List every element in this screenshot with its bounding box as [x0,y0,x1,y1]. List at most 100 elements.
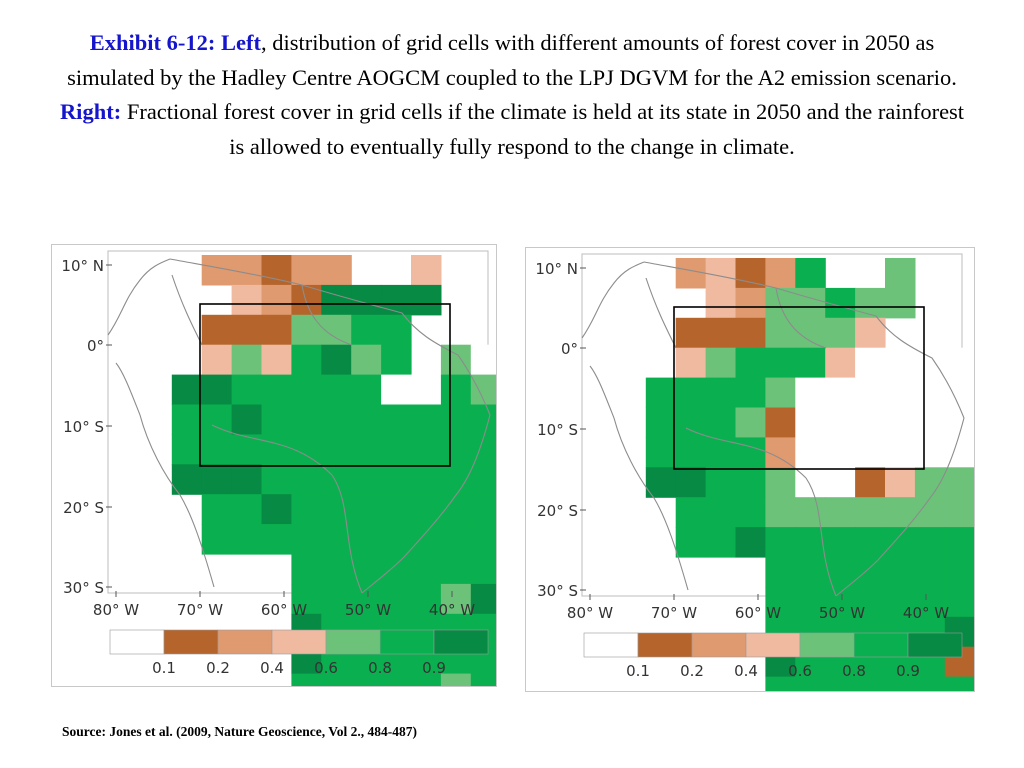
grid-cell [825,347,856,379]
legend-tick-label: 0.4 [734,662,758,680]
grid-cell [765,467,796,498]
grid-cell [765,437,796,468]
legend-swatch [217,629,273,655]
grid-cell [351,314,382,346]
grid-cell [381,344,412,376]
grid-cell [261,344,292,376]
grid-cell [351,554,382,585]
caption-right-label: Right: [59,99,122,124]
grid-cell [825,676,856,691]
grid-cell [795,407,826,438]
legend-swatch [325,629,381,655]
grid-cell [201,255,233,286]
legend-swatch [583,632,639,658]
lon-tick-label: 60° W [735,604,781,622]
grid-cell [645,467,677,498]
grid-cell [351,434,382,465]
coastline [361,414,491,594]
grid-cell [705,258,737,289]
study-region-box [199,303,451,467]
grid-cell [645,377,677,409]
grid-cell [411,554,442,585]
grid-cell [914,347,946,379]
grid-cell [885,437,916,468]
legend-tick-label: 0.2 [206,659,230,677]
grid-cell [381,374,412,406]
legend-tick-label: 0.1 [626,662,650,680]
legend-swatch [379,629,435,655]
grid-cell [381,404,412,435]
map-panel-right: 10° N 0° 10° S 20° S 30° S 80° W 70° W 60° W 50°… [525,247,975,692]
grid-cell [885,258,916,289]
grid-cell [291,374,322,406]
grid-cell [765,287,796,319]
figure-caption: Exhibit 6-12: Left, distribution of grid… [50,26,974,164]
grid-cell [825,557,856,588]
grid-cell [291,434,322,465]
lon-tick-label: 50° W [345,601,391,619]
grid-cell [885,407,916,438]
grid-cell [914,527,946,558]
lon-tick-label: 80° W [567,604,613,622]
grid-cell [855,676,886,691]
grid-cell [261,524,292,555]
coastline [581,261,645,339]
grid-cell [411,673,442,686]
grid-cell [675,258,707,289]
legend: 0.1 0.2 0.4 0.6 0.8 0.9 [583,632,963,680]
coastline [775,287,827,349]
grid-cell [944,377,974,409]
grid-cell [735,467,766,498]
grid-cell [675,527,707,558]
caption-left-label: Exhibit 6-12: Left [89,30,262,55]
legend-swatch [163,629,219,655]
grid-cell [201,494,233,525]
legend-tick-label: 0.9 [422,659,446,677]
grid-cell [944,467,974,498]
grid-cell [440,374,472,406]
grid-cell [765,347,796,379]
grid-cell [321,314,352,346]
grid-cell [795,586,826,618]
grid-cell [855,287,886,319]
lon-tick-label: 70° W [177,601,223,619]
grid-cell [765,557,796,588]
grid-cell [171,434,203,465]
grid-cell [381,284,412,316]
grid-cell [855,347,886,379]
grid-cell [470,524,496,555]
legend-swatch [109,629,165,655]
grid-cell [765,497,796,528]
lat-tick-label: 30° S [63,579,104,597]
grid-cell [411,524,442,555]
legend-swatch [907,632,963,658]
grid-cell [171,464,203,495]
grid-cell [735,347,766,379]
grid-cell [795,497,826,528]
lon-tick-label: 40° W [429,601,475,619]
grid-cell [231,494,263,525]
grid-cell [944,676,974,691]
coastline [643,261,965,419]
coastline [301,284,353,346]
grid-cell [795,437,826,468]
grid-cell [351,344,382,376]
grid-cell [411,284,442,316]
lon-tick-label: 50° W [819,604,865,622]
grid-cell [885,586,916,618]
grid-cell [291,673,322,686]
grid-cell [231,374,263,406]
legend-tick-label: 0.6 [788,662,812,680]
grid-cell [705,347,737,379]
grid-cell [885,347,916,379]
coastline [211,424,333,476]
grid-cell [261,464,292,495]
grid-cell [321,673,352,686]
grid-cell [291,404,322,435]
grid-cell [944,527,974,558]
grid-cell [765,527,796,558]
grid-cell [321,434,352,465]
grid-cell [291,284,322,316]
grid-cell [855,467,886,498]
legend-swatch [853,632,909,658]
